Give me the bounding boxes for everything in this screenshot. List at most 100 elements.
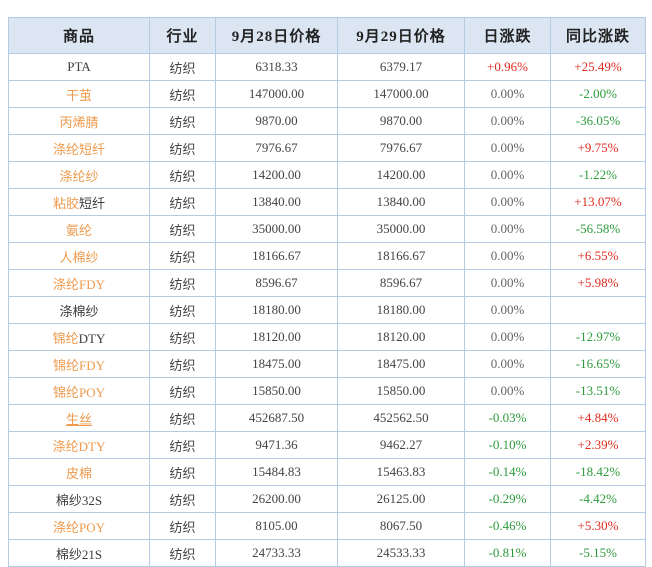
price-0928-cell: 35000.00	[215, 215, 338, 243]
commodity-link[interactable]: 锦纶FDY	[52, 357, 105, 373]
commodity-name-text: PTA	[67, 59, 91, 74]
price-0929-cell: 9870.00	[337, 107, 465, 135]
commodity-link[interactable]: 锦纶	[52, 330, 79, 346]
price-0929-cell: 9462.27	[337, 431, 465, 459]
commodity-name-text: DTY	[78, 330, 106, 346]
commodity-name-text: 棉纱32S	[55, 492, 103, 508]
industry-cell: 纺织	[149, 350, 216, 378]
price-0928-cell: 15850.00	[215, 377, 338, 405]
industry-cell: 纺织	[149, 188, 216, 216]
industry-cell: 纺织	[149, 404, 216, 432]
table-row: 涤纶短纤 纺织 7976.67 7976.67 0.00% +9.75%	[8, 134, 646, 162]
column-header-yoy-change: 同比涨跌	[550, 17, 646, 54]
column-header-daily-change: 日涨跌	[464, 17, 551, 54]
price-0928-cell: 9471.36	[215, 431, 338, 459]
industry-cell: 纺织	[149, 296, 216, 324]
commodity-cell: 锦纶DTY	[8, 323, 150, 351]
commodity-link[interactable]: 锦纶POY	[52, 384, 105, 400]
yoy-change-cell: -2.00%	[550, 80, 646, 108]
commodity-cell: 人棉纱	[8, 242, 150, 270]
industry-cell: 纺织	[149, 107, 216, 135]
industry-cell: 纺织	[149, 485, 216, 513]
commodity-cell: 棉纱21S	[8, 539, 150, 567]
commodity-cell: 锦纶FDY	[8, 350, 150, 378]
table-row: 涤纶POY 纺织 8105.00 8067.50 -0.46% +5.30%	[8, 512, 646, 540]
industry-cell: 纺织	[149, 323, 216, 351]
industry-cell: 纺织	[149, 269, 216, 297]
commodity-link[interactable]: 涤纶FDY	[52, 276, 105, 292]
daily-change-cell: -0.14%	[464, 458, 551, 486]
commodity-link[interactable]: 干茧	[65, 87, 92, 103]
price-0929-cell: 26125.00	[337, 485, 465, 513]
commodity-link[interactable]: 人棉纱	[59, 249, 99, 265]
table-body: PTA 纺织 6318.33 6379.17 +0.96% +25.49% 干茧 纺织 1470…	[8, 53, 646, 567]
industry-cell: 纺织	[149, 512, 216, 540]
commodity-link[interactable]: 涤纶POY	[52, 519, 105, 535]
commodity-cell: 涤纶纱	[8, 161, 150, 189]
table-row: 锦纶FDY 纺织 18475.00 18475.00 0.00% -16.65%	[8, 350, 646, 378]
yoy-change-cell: +4.84%	[550, 404, 646, 432]
price-0929-cell: 13840.00	[337, 188, 465, 216]
price-0928-cell: 6318.33	[215, 53, 338, 81]
commodity-link[interactable]: 涤纶短纤	[52, 141, 105, 157]
industry-cell: 纺织	[149, 134, 216, 162]
yoy-change-cell: -5.15%	[550, 539, 646, 567]
daily-change-cell: -0.10%	[464, 431, 551, 459]
table-row: 锦纶POY 纺织 15850.00 15850.00 0.00% -13.51%	[8, 377, 646, 405]
price-0928-cell: 24733.33	[215, 539, 338, 567]
price-0928-cell: 8105.00	[215, 512, 338, 540]
table-row: 涤棉纱 纺织 18180.00 18180.00 0.00%	[8, 296, 646, 324]
yoy-change-cell: -16.65%	[550, 350, 646, 378]
commodity-link[interactable]: 粘胶	[52, 195, 79, 211]
table-row: 生丝 纺织 452687.50 452562.50 -0.03% +4.84%	[8, 404, 646, 432]
commodity-link[interactable]: 丙烯腈	[59, 114, 99, 130]
commodity-link[interactable]: 氨纶	[65, 222, 92, 238]
table-row: 丙烯腈 纺织 9870.00 9870.00 0.00% -36.05%	[8, 107, 646, 135]
header-row: 商品 行业 9月28日价格 9月29日价格 日涨跌 同比涨跌	[8, 17, 646, 54]
yoy-change-cell: +5.30%	[550, 512, 646, 540]
table-row: 粘胶短纤 纺织 13840.00 13840.00 0.00% +13.07%	[8, 188, 646, 216]
price-0928-cell: 18180.00	[215, 296, 338, 324]
industry-cell: 纺织	[149, 242, 216, 270]
daily-change-cell: 0.00%	[464, 134, 551, 162]
price-0928-cell: 8596.67	[215, 269, 338, 297]
daily-change-cell: 0.00%	[464, 161, 551, 189]
commodity-cell: 涤纶短纤	[8, 134, 150, 162]
daily-change-cell: 0.00%	[464, 323, 551, 351]
daily-change-cell: 0.00%	[464, 215, 551, 243]
yoy-change-cell: -56.58%	[550, 215, 646, 243]
table-row: 涤纶FDY 纺织 8596.67 8596.67 0.00% +5.98%	[8, 269, 646, 297]
commodity-link[interactable]: 生丝	[65, 411, 92, 427]
price-0929-cell: 18180.00	[337, 296, 465, 324]
commodity-cell: 涤纶POY	[8, 512, 150, 540]
yoy-change-cell: +5.98%	[550, 269, 646, 297]
commodity-cell: 粘胶短纤	[8, 188, 150, 216]
commodity-link[interactable]: 皮棉	[65, 465, 92, 481]
table-row: 涤纶DTY 纺织 9471.36 9462.27 -0.10% +2.39%	[8, 431, 646, 459]
industry-cell: 纺织	[149, 458, 216, 486]
table-row: 锦纶DTY 纺织 18120.00 18120.00 0.00% -12.97%	[8, 323, 646, 351]
commodity-link[interactable]: 涤纶纱	[59, 168, 99, 184]
price-0929-cell: 18475.00	[337, 350, 465, 378]
price-0928-cell: 147000.00	[215, 80, 338, 108]
industry-cell: 纺织	[149, 80, 216, 108]
daily-change-cell: 0.00%	[464, 107, 551, 135]
table-row: 干茧 纺织 147000.00 147000.00 0.00% -2.00%	[8, 80, 646, 108]
yoy-change-cell: -13.51%	[550, 377, 646, 405]
price-0929-cell: 7976.67	[337, 134, 465, 162]
price-0928-cell: 26200.00	[215, 485, 338, 513]
price-0928-cell: 452687.50	[215, 404, 338, 432]
industry-cell: 纺织	[149, 53, 216, 81]
daily-change-cell: 0.00%	[464, 188, 551, 216]
price-0929-cell: 8067.50	[337, 512, 465, 540]
commodity-price-table: 商品 行业 9月28日价格 9月29日价格 日涨跌 同比涨跌 PTA 纺织 6318…	[8, 17, 646, 567]
price-0929-cell: 35000.00	[337, 215, 465, 243]
commodity-cell: 涤纶FDY	[8, 269, 150, 297]
price-0929-cell: 15850.00	[337, 377, 465, 405]
commodity-link[interactable]: 涤纶DTY	[52, 438, 106, 454]
price-0929-cell: 24533.33	[337, 539, 465, 567]
price-0929-cell: 14200.00	[337, 161, 465, 189]
daily-change-cell: 0.00%	[464, 269, 551, 297]
yoy-change-cell: -1.22%	[550, 161, 646, 189]
daily-change-cell: 0.00%	[464, 377, 551, 405]
